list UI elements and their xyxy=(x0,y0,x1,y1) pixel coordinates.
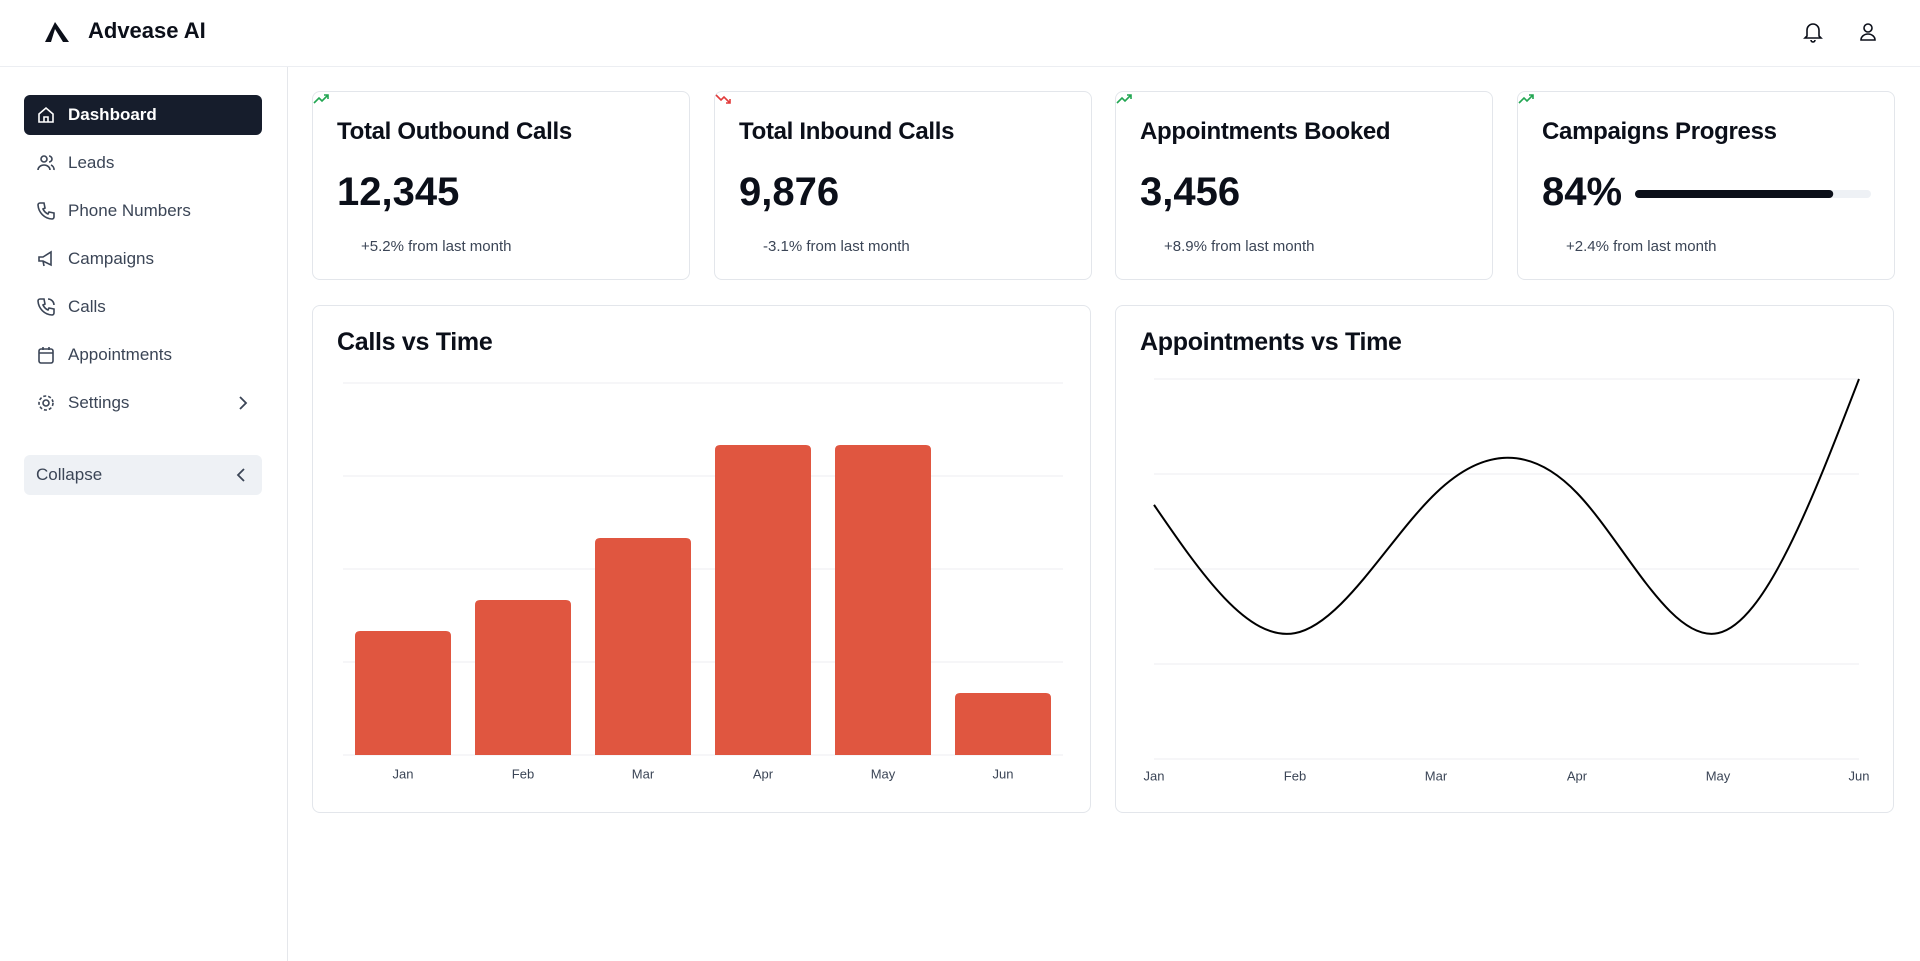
progress-fill xyxy=(1635,190,1834,198)
nav-item[interactable]: Dashboard xyxy=(24,95,262,135)
nav-label: Dashboard xyxy=(68,105,157,124)
nav-item[interactable]: Campaigns xyxy=(24,239,262,279)
x-tick-label: Jan xyxy=(393,766,414,781)
chart-card: Calls vs Time Jan Feb Mar Apr May Jun xyxy=(312,305,1091,813)
nav-icon xyxy=(37,298,55,316)
stat-change: +8.9% from last month xyxy=(1164,238,1315,255)
nav-label: Calls xyxy=(68,297,106,316)
x-tick-label: Jun xyxy=(993,766,1014,781)
bar xyxy=(715,445,811,755)
chart: Jan Feb Mar Apr May Jun xyxy=(343,382,1063,781)
x-tick-label: Apr xyxy=(753,766,774,781)
x-tick-label: Mar xyxy=(1425,768,1448,783)
x-tick-label: Feb xyxy=(512,766,534,781)
stat-title: Appointments Booked xyxy=(1140,118,1391,145)
nav-icon xyxy=(37,155,55,171)
chart-card: Appointments vs Time Jan Feb Mar Apr May Jun xyxy=(1115,305,1894,813)
x-tick-label: Feb xyxy=(1284,768,1306,783)
collapse-label: Collapse xyxy=(36,465,103,484)
progress-bar xyxy=(1635,190,1871,198)
stat-card: Campaigns Progress 84% +2.4% from last mon… xyxy=(1517,91,1895,280)
chart: Jan Feb Mar Apr May Jun xyxy=(1144,378,1870,783)
nav-item[interactable]: Appointments xyxy=(24,335,262,375)
nav-icon xyxy=(37,202,55,220)
brand: Advease AI xyxy=(88,18,206,43)
sidebar: Dashboard Leads Phone Numbers Campaigns Call… xyxy=(0,67,288,961)
nav-label: Leads xyxy=(68,153,115,172)
nav-label: Settings xyxy=(68,393,130,412)
x-tick-label: Apr xyxy=(1567,768,1588,783)
nav-icon xyxy=(38,347,54,364)
stat-change: +5.2% from last month xyxy=(361,238,512,255)
nav-label: Campaigns xyxy=(68,249,154,268)
logo xyxy=(45,22,69,42)
x-tick-label: Jan xyxy=(1144,768,1165,783)
chart-title: Appointments vs Time xyxy=(1140,328,1402,356)
nav-item[interactable]: Phone Numbers xyxy=(24,191,262,231)
stat-value: 9,876 xyxy=(739,170,840,214)
bell-icon[interactable] xyxy=(1802,20,1824,44)
bar xyxy=(355,631,451,755)
stat-change: -3.1% from last month xyxy=(763,238,910,255)
x-tick-label: May xyxy=(1706,768,1731,783)
trend-icon xyxy=(1116,94,1132,104)
bar xyxy=(595,538,691,755)
stat-card: Total Outbound Calls 12,345 +5.2% from las… xyxy=(312,91,690,280)
nav-item[interactable]: Leads xyxy=(24,143,262,183)
nav-icon xyxy=(38,250,52,267)
chart-title: Calls vs Time xyxy=(337,328,493,356)
user-icon[interactable] xyxy=(1857,20,1879,44)
nav-icon xyxy=(38,106,54,123)
bar xyxy=(475,600,571,755)
line xyxy=(1153,378,1860,635)
stat-change: +2.4% from last month xyxy=(1566,238,1717,255)
stat-card: Appointments Booked 3,456 +8.9% from last … xyxy=(1115,91,1493,280)
trend-icon xyxy=(1518,94,1534,104)
stat-value: 3,456 xyxy=(1140,170,1241,214)
stat-title: Total Inbound Calls xyxy=(739,118,955,145)
bar xyxy=(955,693,1051,755)
chevron-left xyxy=(236,468,245,482)
nav-item[interactable]: Settings xyxy=(24,383,262,423)
bar xyxy=(835,445,931,755)
nav-label: Phone Numbers xyxy=(68,201,191,220)
x-tick-label: Jun xyxy=(1849,768,1870,783)
trend-icon xyxy=(715,94,731,104)
nav-item[interactable]: Calls xyxy=(24,287,262,327)
stat-value: 84% xyxy=(1542,170,1623,214)
collapse-button[interactable]: Collapse xyxy=(24,455,262,495)
stat-value: 12,345 xyxy=(337,170,460,214)
header: Advease AI xyxy=(0,0,1920,67)
chevron-right xyxy=(239,396,248,410)
nav-icon xyxy=(38,395,54,411)
nav-label: Appointments xyxy=(68,345,172,364)
trend-icon xyxy=(313,94,329,104)
x-tick-label: May xyxy=(871,766,896,781)
stat-title: Total Outbound Calls xyxy=(337,118,572,145)
stat-card: Total Inbound Calls 9,876 -3.1% from last … xyxy=(714,91,1092,280)
x-tick-label: Mar xyxy=(632,766,655,781)
stat-title: Campaigns Progress xyxy=(1542,118,1777,145)
